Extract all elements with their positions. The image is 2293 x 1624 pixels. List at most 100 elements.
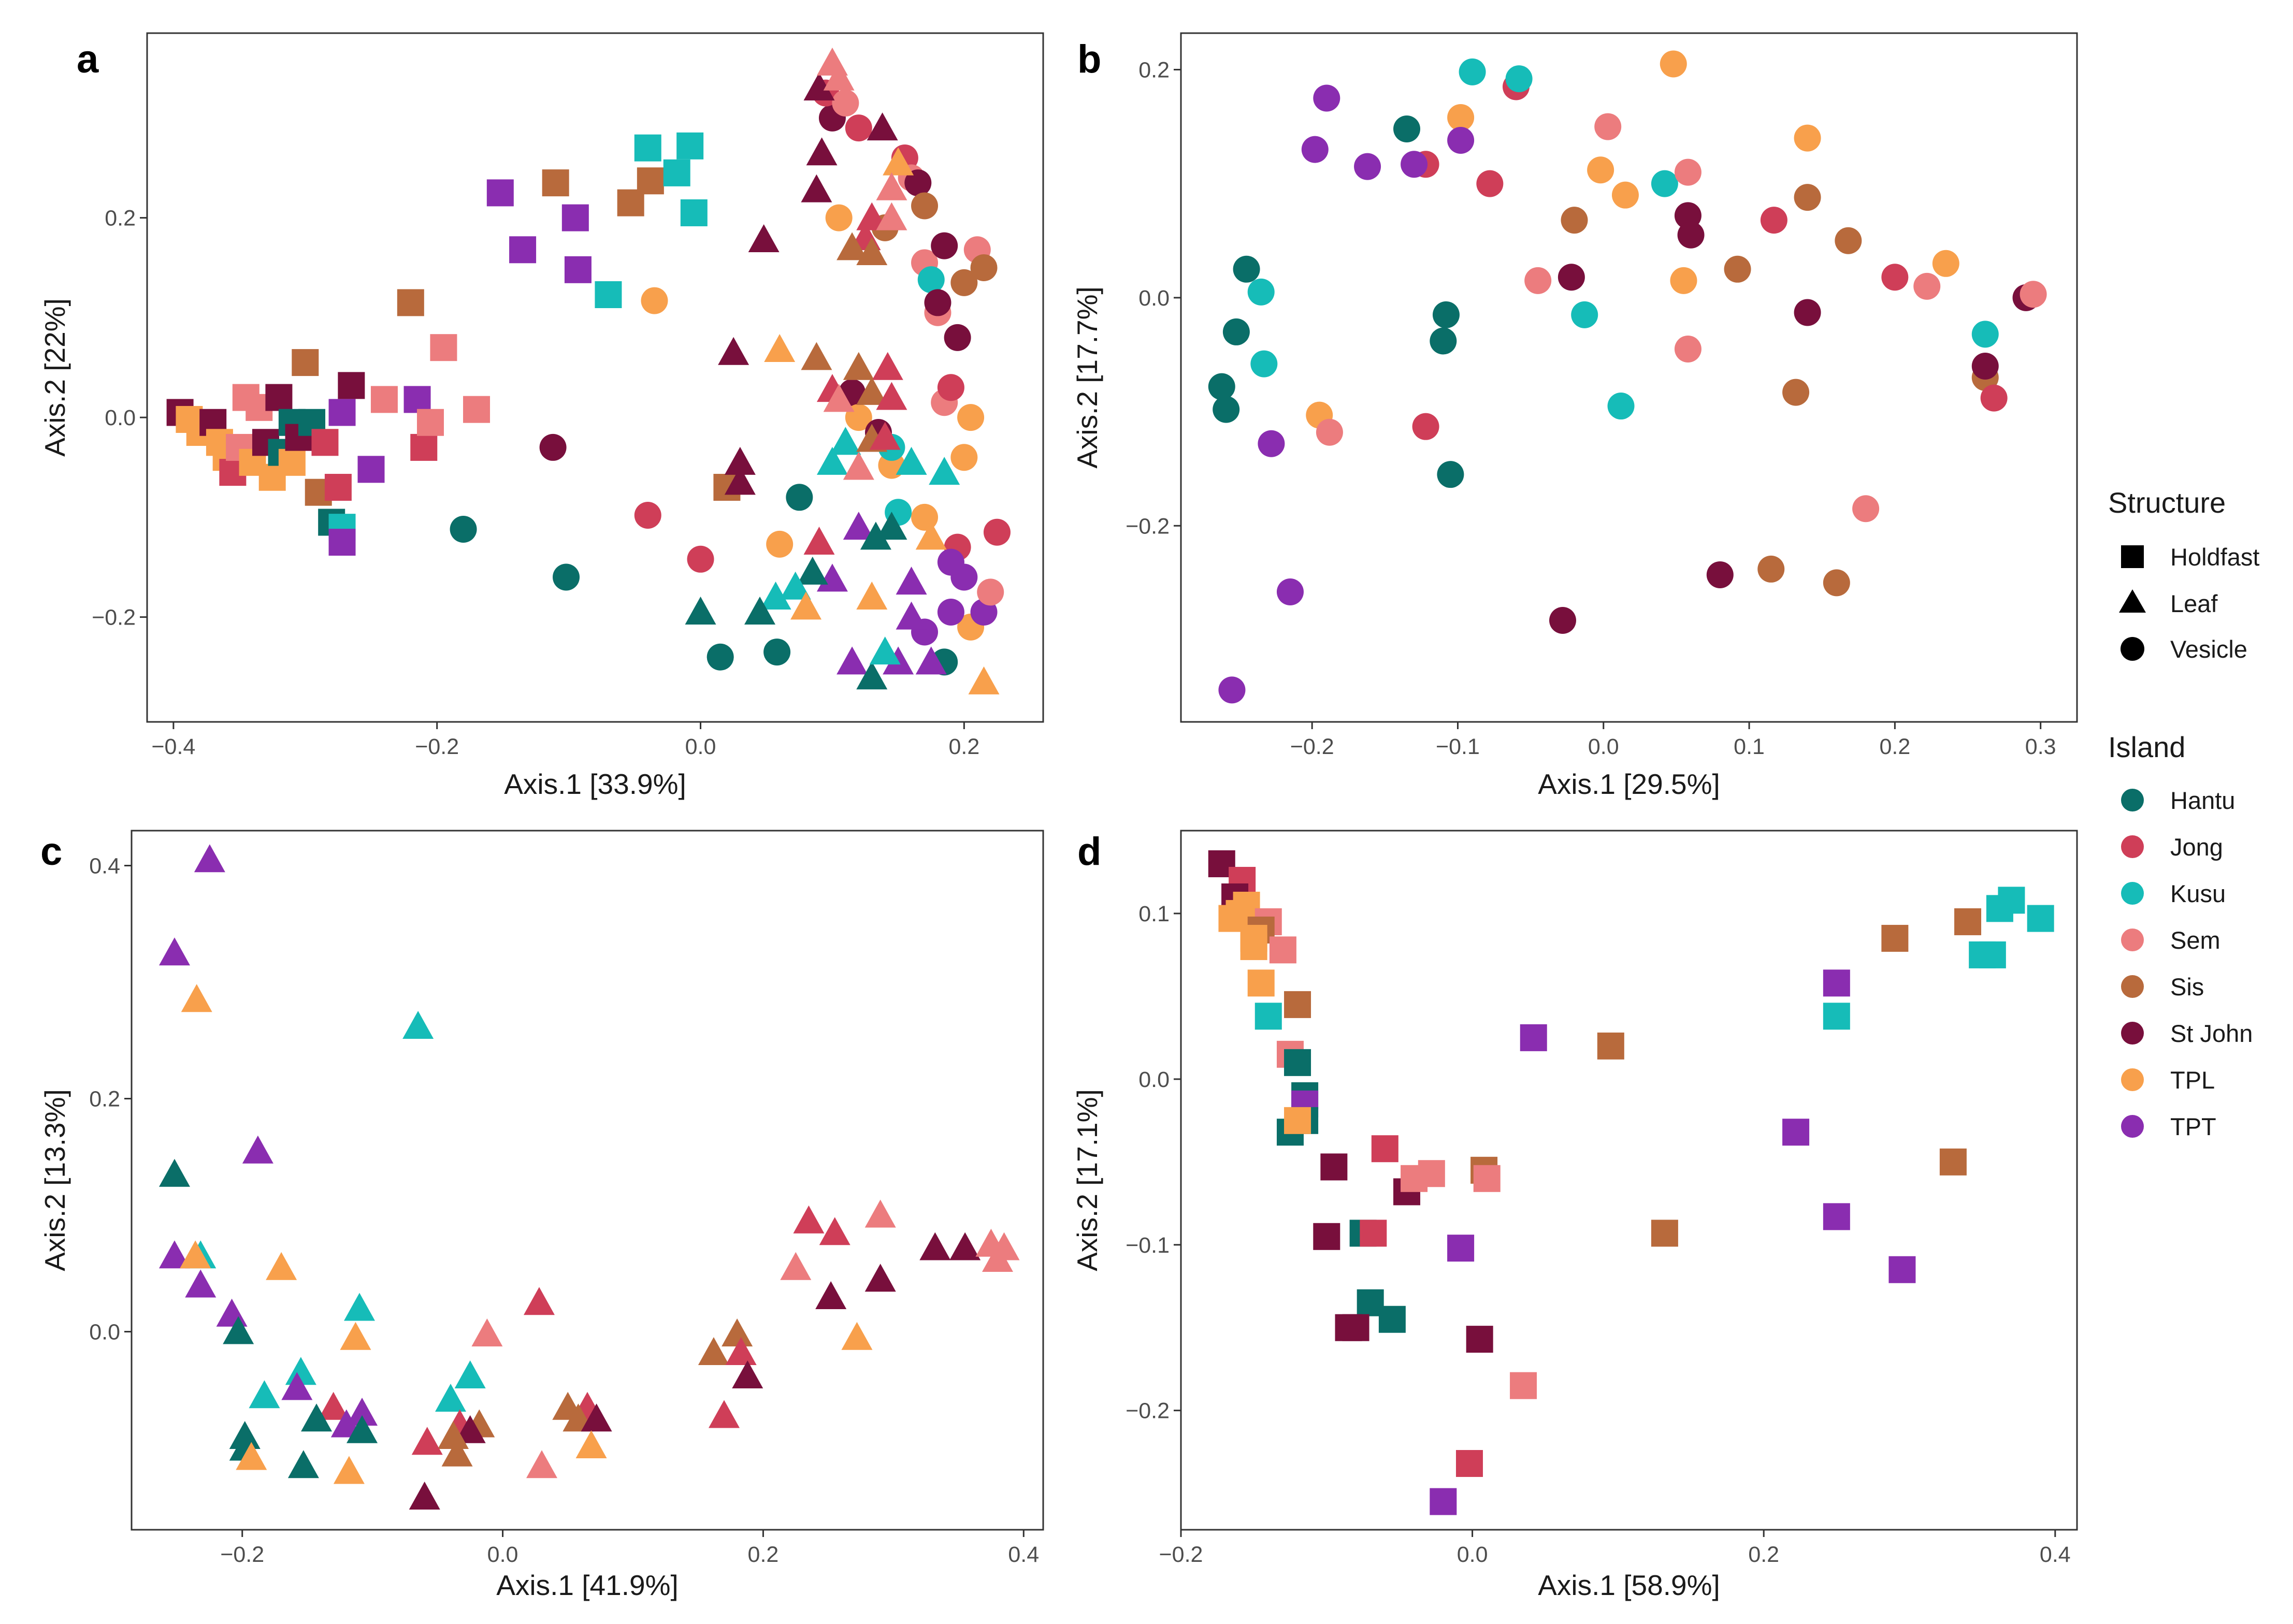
- data-point-square: [370, 386, 398, 413]
- data-point-square: [1418, 1160, 1445, 1187]
- legend-island-label: TPT: [2170, 1113, 2216, 1140]
- data-point-circle: [1476, 170, 1504, 197]
- legend-island-swatch: [2121, 929, 2144, 951]
- data-point-circle: [944, 324, 971, 351]
- data-point-circle: [687, 545, 714, 573]
- legend-structure-holdfast: Holdfast: [2170, 543, 2259, 571]
- data-point-triangle: [919, 1232, 951, 1260]
- legend-island-swatch: [2121, 789, 2144, 811]
- data-point-circle: [917, 266, 945, 294]
- data-point-circle: [825, 204, 853, 231]
- x-tick-label: −0.1: [1436, 734, 1480, 759]
- data-point-triangle: [872, 352, 903, 380]
- data-point-circle: [1980, 384, 2008, 412]
- data-point-circle: [1660, 50, 1687, 78]
- panel-a-points: [166, 47, 1011, 694]
- data-point-triangle: [744, 596, 776, 625]
- data-point-triangle: [968, 666, 1000, 694]
- data-point-triangle: [856, 582, 888, 610]
- x-tick-label: −0.2: [1290, 734, 1334, 759]
- data-point-triangle: [242, 1135, 273, 1164]
- data-point-triangle: [830, 427, 861, 455]
- data-point-circle: [1651, 170, 1678, 197]
- data-point-circle: [1354, 153, 1381, 180]
- legend: Structure Holdfast Leaf Vesicle Island H…: [2108, 486, 2259, 1140]
- y-tick-label: 0.1: [1138, 902, 1170, 926]
- data-point-triangle: [780, 1252, 812, 1280]
- panel-c-points: [158, 844, 1020, 1510]
- legend-square-icon: [2121, 545, 2144, 568]
- data-point-square: [1284, 1107, 1311, 1134]
- data-point-circle: [1505, 65, 1533, 93]
- panel-b-points: [1208, 50, 2047, 704]
- data-point-square: [1823, 1203, 1850, 1230]
- legend-island-swatch: [2121, 975, 2144, 998]
- data-point-circle: [1852, 495, 1880, 523]
- data-point-triangle: [441, 1438, 473, 1467]
- legend-structure-leaf: Leaf: [2170, 590, 2218, 617]
- panel-c-label: c: [40, 830, 62, 874]
- y-tick-label: −0.2: [1126, 514, 1170, 539]
- data-point-triangle: [869, 422, 901, 450]
- data-point-triangle: [718, 337, 749, 365]
- data-point-circle: [706, 643, 734, 671]
- panel-a-ticks: −0.4 −0.2 0.0 0.2 −0.2 0.0 0.2: [92, 206, 979, 759]
- data-point-triangle: [158, 1240, 190, 1269]
- data-point-circle: [1432, 301, 1460, 328]
- legend-island-label: Sem: [2170, 926, 2220, 954]
- data-point-circle: [539, 433, 567, 461]
- data-point-circle: [970, 254, 998, 281]
- data-point-circle: [983, 518, 1011, 546]
- data-point-triangle: [281, 1372, 313, 1400]
- data-point-circle: [1823, 569, 1850, 597]
- data-point-circle: [1447, 104, 1475, 131]
- x-tick-label: 0.4: [2040, 1542, 2071, 1567]
- data-point-triangle: [347, 1398, 378, 1426]
- data-point-circle: [937, 374, 964, 401]
- data-point-square: [676, 132, 704, 160]
- data-point-square: [1888, 1256, 1916, 1283]
- data-point-triangle: [411, 1427, 443, 1455]
- data-point-triangle: [471, 1318, 503, 1346]
- data-point-triangle: [438, 1421, 469, 1449]
- panel-d-ylabel: Axis.2 [17.1%]: [1071, 1089, 1103, 1271]
- data-point-circle: [1208, 373, 1235, 400]
- data-point-circle: [911, 192, 939, 220]
- data-point-triangle: [860, 521, 891, 550]
- data-point-triangle: [793, 1205, 825, 1234]
- data-point-triangle: [409, 1482, 440, 1510]
- y-tick-label: 0.2: [105, 206, 136, 231]
- data-point-triangle: [158, 937, 190, 966]
- data-point-circle: [1794, 124, 1821, 152]
- data-point-square: [634, 134, 661, 162]
- data-point-triangle: [864, 1264, 896, 1292]
- legend-island-swatch: [2121, 882, 2144, 905]
- data-point-circle: [1674, 158, 1701, 186]
- legend-island-swatch: [2121, 1115, 2144, 1138]
- data-point-circle: [1250, 350, 1278, 378]
- data-point-circle: [937, 598, 964, 626]
- data-point-circle: [1706, 561, 1734, 588]
- data-point-triangle: [864, 1199, 896, 1228]
- data-point-circle: [1393, 115, 1421, 142]
- data-point-square: [265, 384, 293, 411]
- legend-island-label: Sis: [2170, 973, 2204, 1001]
- data-point-triangle: [194, 844, 225, 873]
- data-point-circle: [1674, 335, 1701, 363]
- data-point-triangle: [724, 467, 756, 495]
- data-point-triangle: [856, 376, 888, 405]
- data-point-circle: [1794, 184, 1821, 211]
- legend-island-label: TPL: [2170, 1066, 2215, 1094]
- data-point-circle: [1557, 264, 1585, 291]
- data-point-triangle: [725, 1337, 757, 1365]
- data-point-square: [542, 169, 569, 197]
- x-tick-label: 0.0: [1588, 734, 1619, 759]
- data-point-circle: [1561, 207, 1588, 234]
- data-point-circle: [1218, 676, 1246, 704]
- data-point-triangle: [709, 1400, 740, 1428]
- data-point-triangle: [344, 1293, 375, 1321]
- panel-a-xlabel: Axis.1 [33.9%]: [504, 768, 686, 800]
- panel-b-xlabel: Axis.1 [29.5%]: [1538, 768, 1720, 800]
- data-point-square: [1320, 1153, 1348, 1181]
